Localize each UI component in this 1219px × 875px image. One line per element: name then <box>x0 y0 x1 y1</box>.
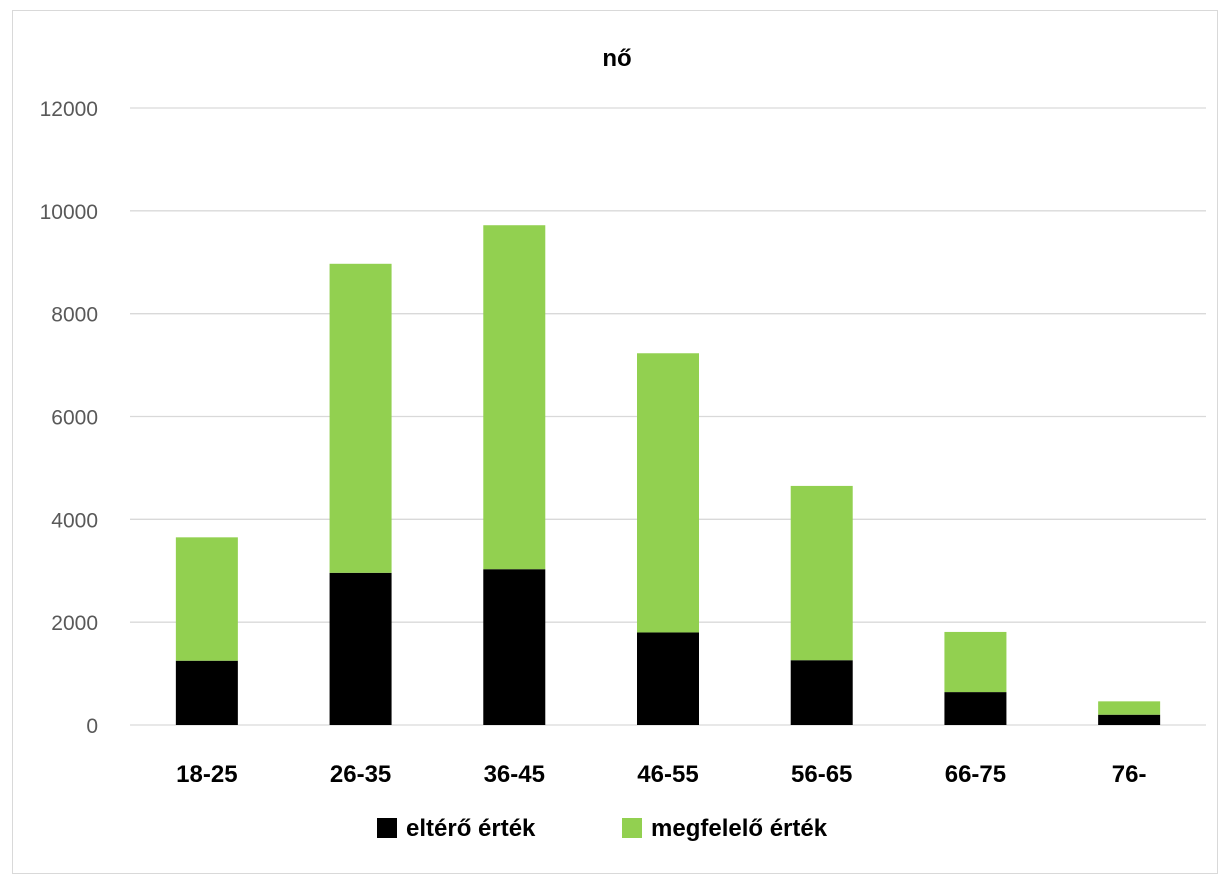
y-tick-label: 12000 <box>40 98 98 121</box>
bar-segment <box>944 631 1007 693</box>
y-tick-label: 8000 <box>51 304 98 327</box>
bar-segment <box>329 572 392 725</box>
bar-segment <box>790 485 853 661</box>
y-tick-label: 6000 <box>51 407 98 430</box>
bar-segment <box>175 537 238 661</box>
bar-segment <box>329 263 392 573</box>
bar-segment <box>175 660 238 725</box>
y-tick-label: 0 <box>86 715 98 738</box>
x-tick-label: 66-75 <box>945 761 1006 788</box>
bar-segment <box>483 225 546 570</box>
legend-swatch <box>377 818 397 838</box>
y-tick-label: 10000 <box>40 201 98 224</box>
x-tick-label: 26-35 <box>330 761 391 788</box>
bar-segment <box>637 632 699 725</box>
y-tick-label: 4000 <box>51 509 98 532</box>
legend-swatch <box>622 818 642 838</box>
x-tick-label: 76- <box>1112 761 1147 788</box>
chart-area <box>12 10 1218 874</box>
chart-title: nő <box>602 45 631 72</box>
y-axis-ticks: 0 2000 4000 6000 8000 10000 12000 <box>40 98 98 738</box>
bar-segment <box>1098 714 1161 725</box>
bar-segment <box>1098 701 1161 715</box>
x-tick-label: 56-65 <box>791 761 852 788</box>
x-tick-label: 18-25 <box>176 761 237 788</box>
gridlines <box>130 107 1206 726</box>
bars <box>175 225 1161 725</box>
x-tick-label: 46-55 <box>637 761 698 788</box>
bar-segment <box>944 692 1007 725</box>
legend: eltérő érték megfelelő érték <box>377 815 828 842</box>
legend-label: eltérő érték <box>406 815 536 842</box>
x-tick-label: 36-45 <box>484 761 545 788</box>
y-tick-label: 2000 <box>51 612 98 635</box>
bar-segment <box>637 353 699 633</box>
bar-segment <box>483 569 546 725</box>
bar-segment <box>790 660 853 725</box>
x-axis-ticks: 18-25 26-35 36-45 46-55 56-65 66-75 76- <box>176 761 1146 788</box>
legend-label: megfelelő érték <box>651 815 828 842</box>
